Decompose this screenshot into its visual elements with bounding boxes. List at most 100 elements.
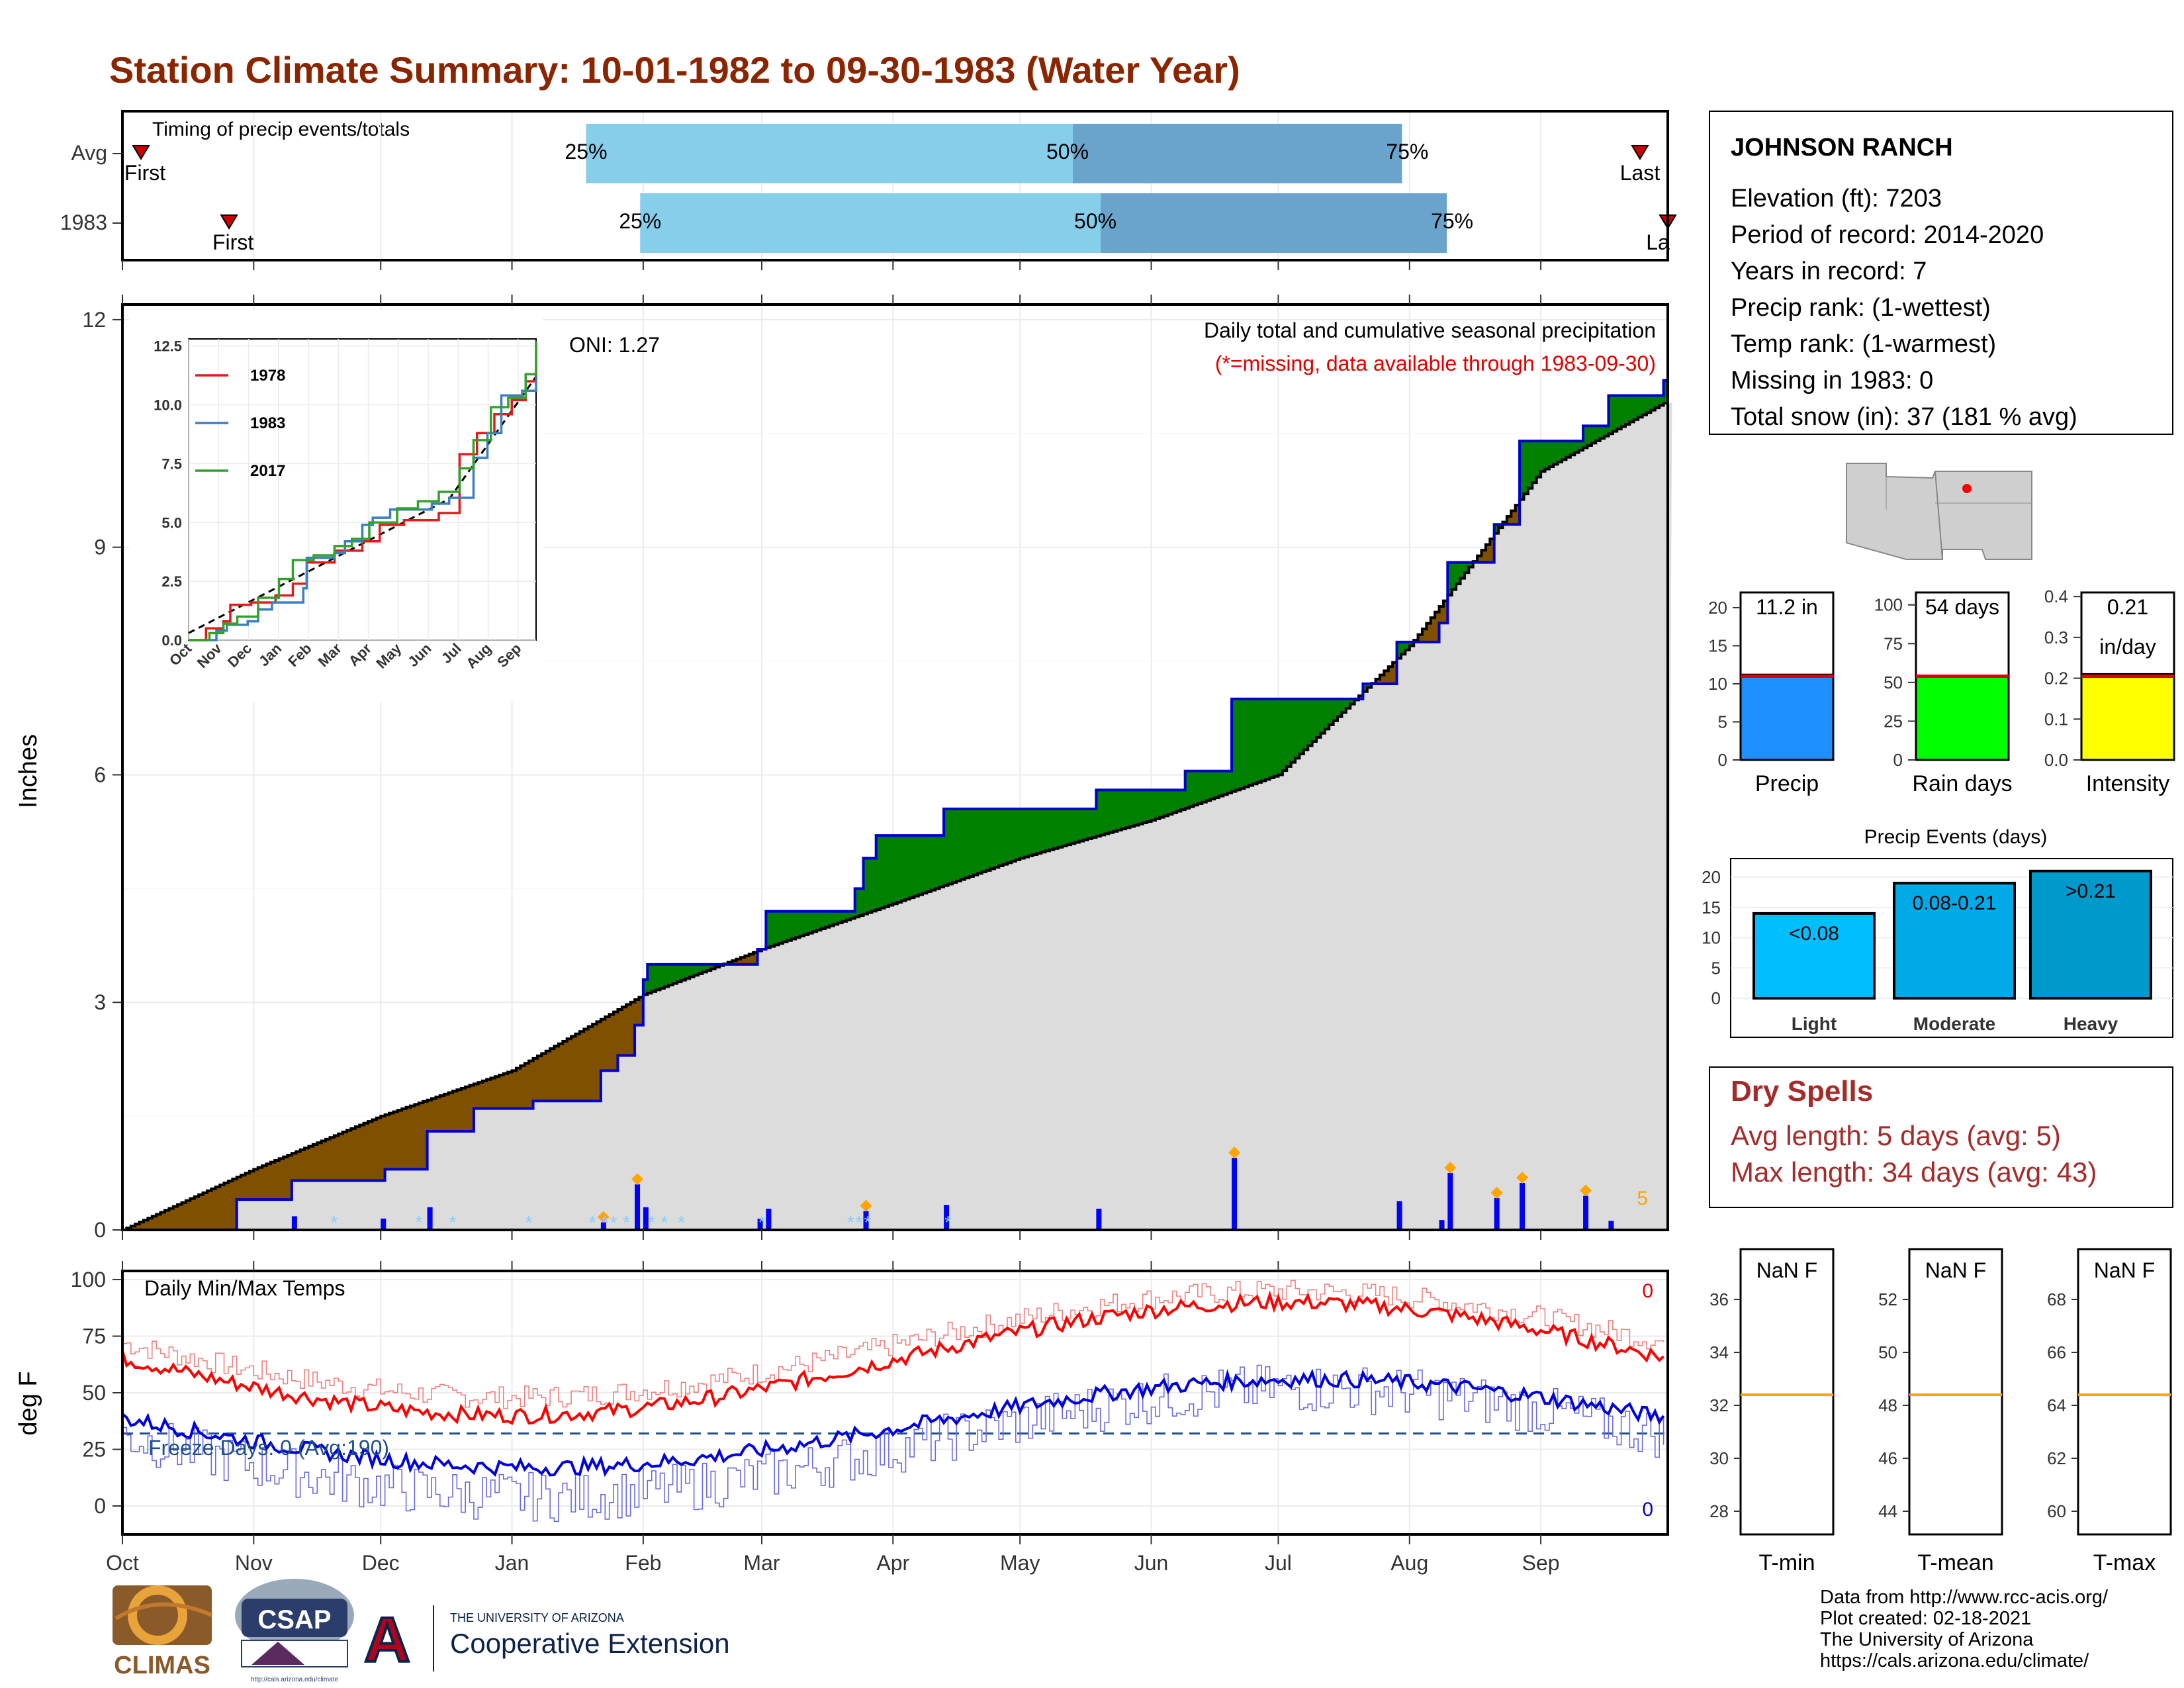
above-normal-fill [1236,698,1241,790]
above-normal-fill [1091,809,1097,838]
above-normal-fill [1460,562,1465,579]
temp-gauge-tick: 66 [2047,1342,2066,1362]
inset-line-2017 [189,341,537,641]
above-normal-fill [799,911,805,937]
below-normal-fill [148,1218,153,1230]
below-normal-fill [342,1132,347,1181]
above-normal-fill [643,979,648,995]
oni-label: ONI: 1.27 [569,333,660,357]
month-label-oct: Oct [106,1551,139,1575]
gauge-fill [1739,673,1835,761]
daily-precip-bar [944,1205,950,1230]
below-normal-fill [330,1137,335,1181]
gauge-tick: 0 [1893,750,1903,770]
ua-a-letter: A [364,1605,410,1675]
above-normal-fill [1562,441,1567,460]
events-ytick: 20 [1702,867,1721,887]
above-normal-fill [1138,790,1144,824]
above-normal-fill [1633,395,1639,420]
below-normal-fill [1359,696,1363,699]
events-title: Precip Events (days) [1864,826,2048,848]
above-normal-fill [706,964,711,970]
daily-precip-bar [1232,1158,1238,1230]
inset-ytick: 10.0 [154,397,182,414]
above-normal-fill [1054,809,1059,849]
above-normal-fill [1456,562,1461,585]
above-normal-fill [1218,771,1224,796]
dry-spells-title: Dry Spells [1731,1075,1873,1107]
below-normal-fill [253,1169,259,1200]
below-normal-fill [516,1068,521,1109]
below-normal-fill [592,1024,598,1102]
below-normal-fill [732,961,737,964]
above-normal-fill [1003,809,1008,865]
above-normal-fill [1527,441,1533,489]
above-normal-fill [681,964,686,980]
above-normal-fill [1629,395,1635,422]
below-normal-fill [160,1212,165,1230]
below-normal-fill [545,1051,551,1102]
above-normal-fill [1041,809,1046,853]
above-normal-fill [1130,790,1135,827]
above-normal-fill [821,911,826,929]
snow-marker: * [449,1212,457,1233]
above-normal-fill [1202,771,1207,802]
max-temp-line [121,1290,1664,1425]
month-label-feb: Feb [625,1551,661,1575]
above-normal-fill [1651,395,1656,410]
below-normal-fill [614,1011,619,1071]
below-normal-fill [503,1073,508,1109]
above-normal-fill [965,809,970,878]
below-normal-fill [563,1041,568,1102]
daily-precip-bar [766,1208,772,1230]
above-normal-fill [711,964,716,969]
above-normal-fill [1269,698,1275,778]
ua-logo: A THE UNIVERSITY OF ARIZONA Cooperative … [363,1603,729,1677]
temperature-panel: 0 25 50 75 100 deg F Daily Min/Max Temps Fre… [15,1268,1669,1536]
above-normal-fill [1147,790,1152,822]
above-normal-fill [1105,790,1110,834]
above-normal-fill [677,964,682,982]
below-normal-fill [228,1181,233,1230]
above-normal-fill [1096,790,1101,837]
below-normal-fill [156,1214,161,1230]
above-normal-fill [796,911,801,938]
temp-gauge-value: NaN F [1925,1258,1986,1282]
above-normal-fill [994,809,999,868]
above-normal-fill [668,964,674,986]
above-normal-fill [1070,809,1075,844]
above-normal-fill [1299,698,1304,755]
above-normal-fill [901,835,907,901]
gauge-tick: 50 [1884,673,1903,692]
below-normal-fill [1426,623,1432,642]
timing-panel: Timing of precip events/totals 25% 50% 75%… [60,110,1677,261]
gauge-value-label: 54 days [1925,595,1999,619]
timing-p50-label: 50% [1046,140,1089,164]
above-normal-fill [1405,641,1410,650]
avg-max-temp-line [122,1280,1664,1409]
station-info-line: Total snow (in): 37 (181 % avg) [1731,403,2077,431]
above-normal-fill [808,911,813,933]
above-normal-fill [833,911,839,925]
above-normal-fill [1541,441,1546,472]
above-normal-fill [1536,441,1541,477]
above-normal-fill [770,911,775,947]
temp-gauge-tick: 36 [1709,1289,1729,1309]
below-normal-fill [439,1096,445,1132]
below-normal-fill [432,1098,436,1132]
csap-url: http://cals.arizona.edu/climate [251,1676,339,1683]
above-normal-fill [948,809,953,884]
event-bar-light [1752,912,1876,1000]
above-normal-fill [939,835,944,888]
above-normal-fill [1100,790,1105,835]
above-normal-fill [1557,441,1563,462]
missing-note: (*=missing, data available through 1983-… [1215,352,1656,375]
below-normal-fill [363,1123,369,1181]
above-normal-fill [1524,441,1529,494]
below-normal-fill [452,1091,457,1132]
below-normal-fill [1388,667,1393,684]
above-normal-fill [1642,395,1647,415]
below-normal-fill [494,1076,500,1109]
above-normal-fill [1396,641,1402,659]
above-normal-fill [1227,771,1232,793]
